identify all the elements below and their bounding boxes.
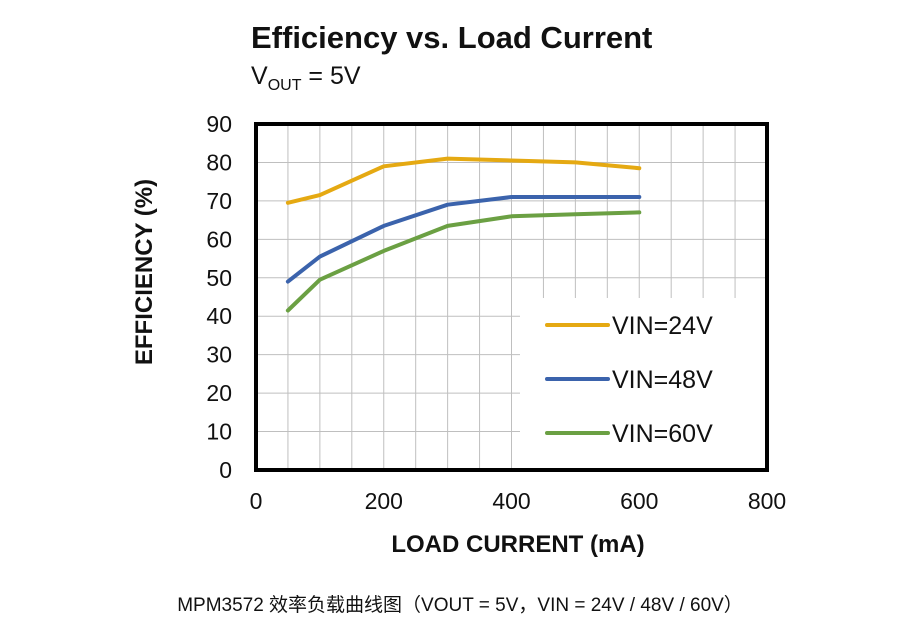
x-axis-title: LOAD CURRENT (mA) (391, 531, 644, 558)
x-tick-label: 0 (250, 488, 263, 514)
plot-frame (254, 122, 769, 472)
y-axis-title: EFFICIENCY (%) (131, 179, 158, 365)
y-tick-label: 80 (206, 149, 232, 175)
subtitle-subscript: OUT (267, 77, 302, 94)
y-tick-label: 20 (206, 380, 232, 406)
y-tick-label: 40 (206, 303, 232, 329)
series-layer (285, 156, 642, 313)
series-line-vin-60v (285, 210, 642, 313)
tick-labels: 0 10 20 30 40 50 60 70 80 90 0 200 400 600 800 (206, 111, 786, 514)
legend-label: VIN=24V (612, 312, 713, 340)
y-tick-label: 70 (206, 188, 232, 214)
chart-title: Efficiency vs. Load Current (251, 20, 653, 55)
y-tick-label: 50 (206, 265, 232, 291)
figure-caption: MPM3572 效率负载曲线图（VOUT = 5V，VIN = 24V / 48… (177, 595, 743, 616)
legend-label: VIN=60V (612, 420, 713, 448)
x-tick-label: 800 (748, 488, 786, 514)
subtitle-prefix: V (251, 62, 268, 90)
x-tick-label: 200 (365, 488, 403, 514)
grid-layer (256, 124, 767, 470)
series-line-vin-48v (285, 195, 642, 284)
x-tick-label: 400 (492, 488, 530, 514)
y-tick-label: 60 (206, 226, 232, 252)
y-tick-label: 30 (206, 342, 232, 368)
legend-label: VIN=48V (612, 366, 713, 394)
series-line-vin-24v (285, 156, 642, 205)
legend: VIN=24V VIN=48V VIN=60V (545, 312, 713, 448)
y-tick-label: 10 (206, 419, 232, 445)
y-tick-label: 0 (219, 457, 232, 483)
y-tick-label: 90 (206, 111, 232, 137)
subtitle-suffix: = 5V (301, 62, 361, 90)
chart-subtitle: VOUT = 5V (251, 62, 361, 95)
x-tick-label: 600 (620, 488, 658, 514)
